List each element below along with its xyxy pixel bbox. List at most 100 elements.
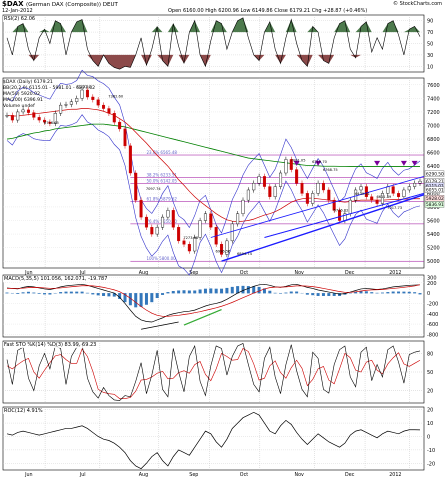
x-axis-month-label: Jun — [24, 472, 32, 478]
price-candle-body — [102, 104, 106, 109]
price-right-tag-label: 6290.50 — [426, 171, 444, 177]
support-trendline — [221, 194, 425, 262]
macd-histogram-bar — [338, 293, 342, 296]
price-candle-body — [391, 186, 395, 194]
price-candle-body — [166, 210, 170, 218]
price-candle-body — [241, 199, 245, 214]
price-candle-body — [171, 210, 175, 228]
price-annotation: 6716.65 — [44, 121, 59, 125]
fib-level-label: 100% 5800.00 — [146, 256, 176, 261]
sto-k-line — [6, 343, 421, 401]
price-candle-body — [252, 182, 256, 191]
price-candle-body — [348, 199, 352, 214]
rsi-label: RSI(2) 62.06 — [3, 16, 37, 22]
price-candle-body — [257, 176, 261, 184]
price-candle-body — [75, 98, 79, 102]
price-tick-label: 5000 — [427, 259, 440, 265]
price-candle-body — [85, 89, 89, 98]
price-candle-body — [134, 172, 138, 201]
price-right-tag-label: 6115.01 — [426, 183, 444, 189]
price-annotation: 7097.74 — [146, 187, 162, 191]
price-legend-item: Volume undef — [3, 104, 35, 109]
macd-histogram-bar — [380, 292, 384, 294]
price-candle-body — [64, 104, 68, 106]
macd-tick-label: 300 — [427, 276, 437, 282]
macd-histogram-bar — [96, 293, 100, 296]
x-axis-month-label: Sep — [189, 472, 198, 478]
macd-histogram-bar — [391, 291, 395, 294]
price-candle-body — [316, 182, 320, 194]
price-right-tag — [424, 170, 445, 177]
sto-tick-label: 80 — [427, 351, 433, 357]
macd-histogram-bar — [64, 291, 68, 294]
bollinger-lower-band — [6, 114, 421, 276]
rsi-tick-label: 70 — [427, 30, 433, 36]
price-tick-label: 5800 — [427, 205, 440, 211]
macd-histogram-bar — [144, 293, 148, 305]
macd-histogram-bar — [91, 293, 95, 295]
macd-histogram-bar — [305, 293, 309, 295]
price-annotation: 6768.75 — [323, 168, 338, 172]
macd-signal-line — [6, 284, 421, 317]
price-legend-item: MA(50) 5920.02 — [3, 92, 40, 97]
rsi-tick-label: 10 — [427, 64, 433, 70]
quote-line: Open 6160.00 High 6200.96 Low 6149.86 Cl… — [168, 8, 368, 14]
macd-histogram-bar — [5, 292, 9, 294]
macd-histogram-bar — [139, 293, 143, 307]
macd-histogram-bar — [348, 292, 352, 294]
macd-tick-label: -800 — [427, 332, 438, 338]
price-tick-label: 5200 — [427, 246, 440, 252]
price-right-tag — [424, 186, 445, 193]
macd-histogram-bar — [69, 291, 73, 294]
fib-level-label: 38.2% 6233.51 — [146, 173, 177, 178]
macd-histogram-bar — [209, 288, 213, 294]
price-candle-body — [220, 244, 224, 255]
macd-histogram-bar — [32, 292, 36, 294]
macd-tick-label: 200 — [427, 281, 437, 287]
macd-divergence-line — [141, 321, 179, 330]
price-candle-body — [5, 115, 9, 117]
x-axis-month-label: Aug — [139, 472, 148, 478]
price-candle-body — [327, 189, 331, 201]
price-candle-body — [96, 99, 100, 106]
price-right-tag-label: 6055.01 — [426, 187, 444, 193]
roc-line — [6, 411, 421, 470]
price-candle-body — [225, 240, 229, 255]
ma200-line — [6, 123, 420, 167]
macd-histogram-bar — [359, 291, 363, 294]
roc-panel-frame — [2, 406, 425, 471]
rsi-line — [6, 17, 421, 70]
resistance-marker — [374, 160, 381, 166]
macd-histogram-bar — [85, 292, 89, 294]
macd-histogram-bar — [182, 290, 186, 294]
macd-label: MACD(5,35,5) 101.056, 162.071, -19.787 — [3, 276, 109, 282]
macd-histogram-bar — [327, 293, 331, 296]
price-candle-body — [53, 113, 57, 124]
price-candle-body — [321, 182, 325, 191]
macd-histogram-bar — [230, 286, 234, 294]
price-legend-item: MA(200) 6396.91 — [3, 98, 43, 103]
price-tick-label: 7600 — [427, 83, 440, 89]
price-annotation: 7017.73 — [387, 206, 402, 210]
price-annotation: 7382.60 — [108, 95, 124, 99]
x-axis-month-label: 2012 — [389, 270, 401, 276]
price-candle-body — [289, 159, 293, 170]
price-candle-body — [364, 186, 368, 197]
fib-level-label: 61.8% 5879.62 — [146, 197, 177, 202]
price-right-tag-label: 5836.91 — [426, 202, 444, 208]
macd-histogram-bar — [118, 293, 122, 299]
macd-histogram-bar — [311, 293, 315, 296]
price-tick-label: 7400 — [427, 96, 440, 102]
price-candle-body — [295, 169, 299, 184]
macd-panel-frame — [2, 274, 425, 338]
price-annotation: 7081.05 — [291, 159, 306, 163]
price-candle-body — [413, 182, 417, 187]
price-candle-body — [397, 193, 401, 197]
x-axis-month-label: Oct — [240, 472, 248, 478]
x-axis-month-label: Nov — [295, 472, 305, 478]
macd-histogram-bar — [262, 288, 266, 294]
price-annotation: 6894.74 — [237, 252, 253, 256]
macd-histogram-bar — [279, 293, 283, 294]
price-candle-body — [300, 182, 304, 194]
